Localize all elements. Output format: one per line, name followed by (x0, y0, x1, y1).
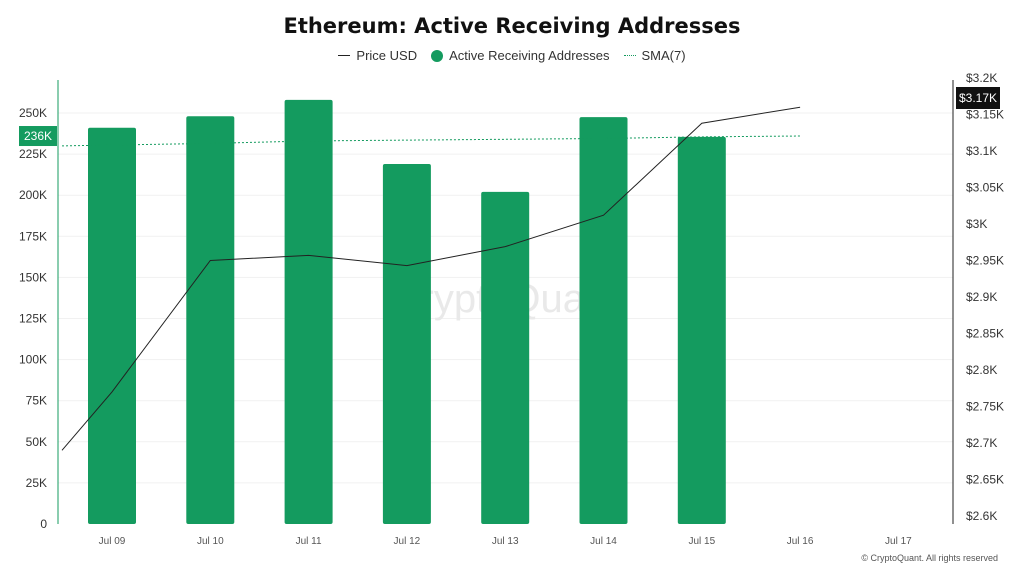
y-right-tick-label: $2.65K (966, 473, 1004, 487)
y-right-tick-label: $3.1K (966, 144, 997, 158)
chart-title: Ethereum: Active Receiving Addresses (283, 14, 741, 38)
bar-active-addresses (284, 99, 333, 525)
right-value-flag-label: $3.17K (959, 91, 997, 105)
legend-dot-icon (431, 49, 444, 62)
left-value-flag-label: 236K (24, 129, 52, 143)
chart-legend: Price USD Active Receiving Addresses SMA… (0, 48, 1024, 63)
y-left-tick-label: 100K (19, 353, 47, 367)
x-tick-label: Jul 16 (787, 536, 814, 547)
y-right-tick-label: $2.75K (966, 400, 1004, 414)
x-tick-label: Jul 14 (590, 536, 617, 547)
legend-item-price[interactable]: Price USD (338, 48, 417, 63)
legend-dotted-line-icon (623, 55, 636, 56)
sma-line (61, 135, 801, 147)
y-right-tick-label: $3.15K (966, 108, 1004, 122)
y-left-tick-label: 0 (40, 517, 47, 531)
y-right-tick-label: $3.05K (966, 181, 1004, 195)
legend-label-price: Price USD (356, 48, 418, 63)
right-value-flag (956, 87, 1000, 109)
bar-active-addresses (382, 163, 431, 525)
y-left-tick-label: 150K (19, 270, 47, 284)
x-tick-label: Jul 13 (492, 536, 519, 547)
legend-item-active-addresses[interactable]: Active Receiving Addresses (431, 48, 610, 63)
legend-item-sma[interactable]: SMA(7) (623, 48, 686, 63)
y-left-tick-label: 50K (26, 435, 47, 449)
x-tick-label: Jul 09 (99, 536, 126, 547)
y-right-tick-label: $2.8K (966, 363, 997, 377)
x-tick-label: Jul 17 (885, 536, 912, 547)
y-left-tick-label: 225K (19, 147, 47, 161)
y-right-tick-label: $2.9K (966, 290, 997, 304)
y-left-tick-label: 25K (26, 476, 47, 490)
x-tick-label: Jul 10 (197, 536, 224, 547)
legend-label-active-addresses: Active Receiving Addresses (449, 48, 610, 63)
y-left-tick-label: 175K (19, 229, 47, 243)
bar-active-addresses (579, 117, 628, 525)
x-tick-label: Jul 15 (688, 536, 715, 547)
y-right-tick-label: $3.2K (966, 71, 997, 85)
copyright-notice: © CryptoQuant. All rights reserved (861, 553, 998, 563)
price-line (61, 106, 801, 451)
bar-active-addresses (186, 116, 235, 525)
y-right-tick-label: $2.6K (966, 509, 997, 523)
y-left-tick-label: 250K (19, 106, 47, 120)
bar-active-addresses (481, 191, 530, 525)
y-left-tick-label: 200K (19, 188, 47, 202)
y-right-tick-label: $2.7K (966, 436, 997, 450)
x-tick-label: Jul 11 (296, 536, 322, 547)
left-value-flag (19, 126, 57, 147)
y-left-tick-label: 125K (19, 312, 47, 326)
y-right-tick-label: $2.95K (966, 254, 1004, 268)
y-right-tick-label: $3K (966, 217, 987, 231)
x-tick-label: Jul 12 (394, 536, 421, 547)
legend-line-icon (338, 55, 351, 56)
bar-active-addresses (677, 136, 726, 524)
y-right-tick-label: $2.85K (966, 327, 1004, 341)
bar-active-addresses (88, 127, 136, 525)
legend-label-sma: SMA(7) (641, 48, 686, 63)
y-left-tick-label: 75K (26, 394, 47, 408)
